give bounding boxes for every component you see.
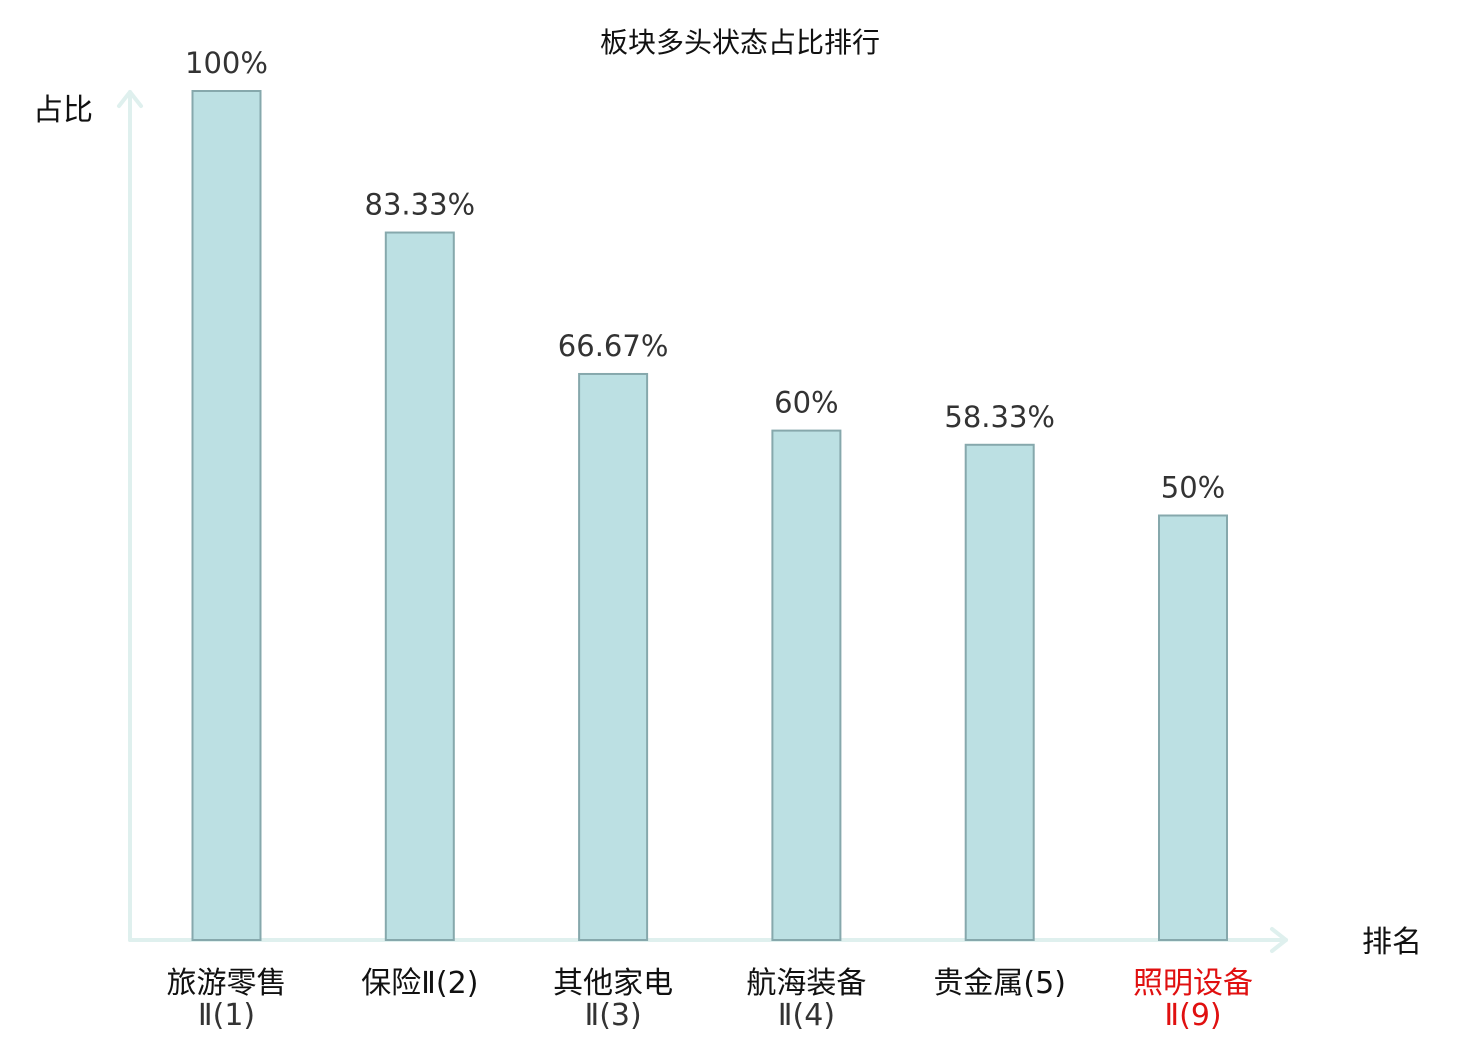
x-tick-label-6-line2: Ⅱ(9) xyxy=(1164,998,1221,1033)
bar-4 xyxy=(771,429,842,941)
x-axis-arrow xyxy=(1270,927,1288,953)
bar-6 xyxy=(1158,514,1228,941)
x-tick-label-3-line2: Ⅱ(3) xyxy=(584,998,641,1033)
x-tick-label-4: 航海装备 xyxy=(746,966,866,1001)
x-tick-label-1-line2: Ⅱ(1) xyxy=(198,998,255,1033)
value-labels: 100% 83.33% 66.67% 60% 58.33% 50% xyxy=(185,46,1225,505)
chart-title: 板块多头状态占比排行 xyxy=(600,26,880,59)
data-label-1: 100% xyxy=(185,46,268,80)
axes xyxy=(117,90,1288,953)
data-label-2: 83.33% xyxy=(365,188,476,222)
x-tick-label-3: 其他家电 xyxy=(553,966,673,1001)
data-label-3: 66.67% xyxy=(558,329,669,363)
bar-5 xyxy=(964,443,1035,941)
bars xyxy=(191,90,1228,942)
x-tick-label-2: 保险Ⅱ(2) xyxy=(361,966,478,1001)
x-tick-label-5: 贵金属(5) xyxy=(933,966,1066,1001)
data-label-5: 58.33% xyxy=(944,400,1055,434)
data-label-6: 50% xyxy=(1161,471,1225,505)
y-axis-label: 占比 xyxy=(33,93,93,128)
x-tick-label-4-line2: Ⅱ(4) xyxy=(778,998,835,1033)
bar-1 xyxy=(191,90,262,941)
x-tick-label-6: 照明设备 xyxy=(1133,966,1253,1001)
x-tick-label-1: 旅游零售 xyxy=(167,966,287,1001)
bar-2 xyxy=(384,231,455,941)
data-label-4: 60% xyxy=(774,386,838,420)
y-axis-arrow xyxy=(117,90,143,108)
bar-3 xyxy=(578,372,649,942)
x-axis-label: 排名 xyxy=(1362,925,1422,960)
